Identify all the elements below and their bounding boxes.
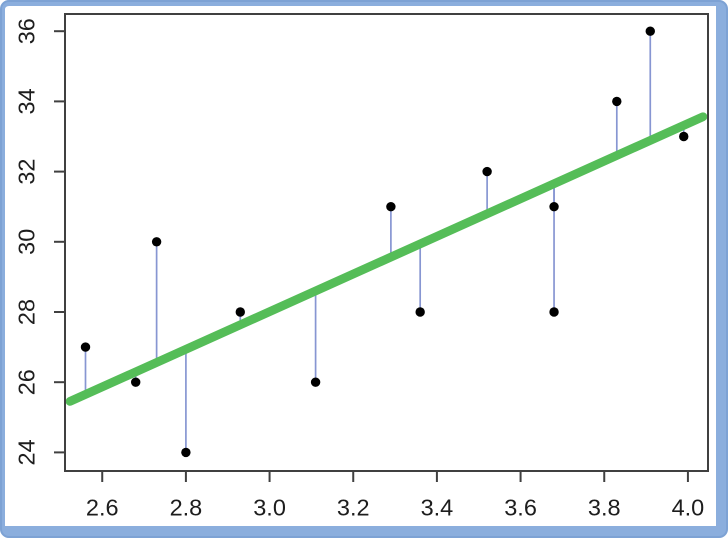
data-point	[679, 131, 689, 142]
data-point	[80, 342, 91, 352]
regression-line	[65, 112, 708, 406]
data-point	[181, 447, 191, 458]
data-point	[386, 201, 396, 212]
data-point	[235, 307, 245, 317]
x-axis-tick-label: 3.6	[504, 495, 537, 521]
x-axis-tick-label: 3.0	[253, 495, 286, 521]
y-axis-tick-label: 26	[14, 369, 40, 395]
y-axis-tick-label: 34	[14, 88, 40, 114]
y-axis-tick-label: 36	[14, 18, 40, 44]
data-point	[645, 26, 655, 36]
data-point	[549, 201, 559, 212]
x-axis-tick-label: 3.4	[421, 495, 454, 521]
data-point	[415, 307, 425, 317]
x-axis-tick-label: 3.2	[337, 495, 370, 521]
x-axis-tick-label: 2.8	[170, 495, 203, 521]
data-point	[549, 307, 559, 317]
plot-border	[64, 13, 709, 472]
data-point	[151, 237, 162, 247]
y-axis-tick-label: 28	[14, 299, 40, 325]
x-axis-tick-label: 2.6	[86, 495, 119, 521]
data-point	[612, 96, 622, 107]
x-axis-tick-label: 4.0	[672, 495, 705, 521]
data-point	[131, 377, 141, 387]
y-axis-tick-label: 24	[14, 439, 40, 465]
data-point	[310, 377, 321, 387]
y-axis-tick-label: 30	[14, 229, 40, 255]
y-axis-tick-label: 32	[14, 159, 40, 185]
x-axis-tick-label: 3.8	[588, 495, 621, 521]
data-point	[482, 166, 492, 177]
